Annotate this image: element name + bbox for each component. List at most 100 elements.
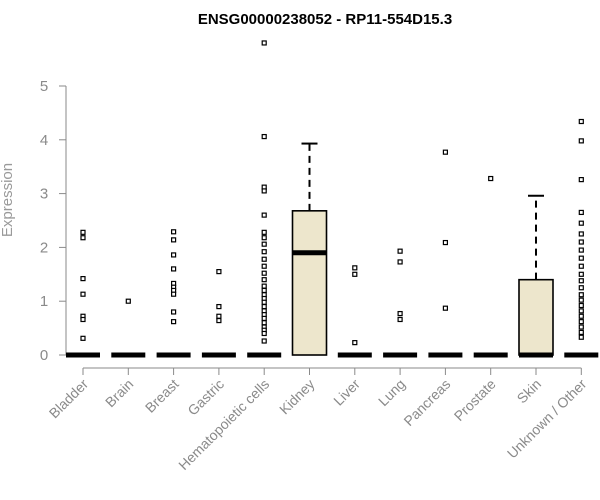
outlier-point [80, 235, 86, 241]
outlier-point [261, 277, 267, 283]
outlier-point [442, 239, 448, 246]
outlier-point [578, 285, 584, 291]
outlier-point [216, 313, 222, 319]
outlier-point [578, 231, 584, 237]
outlier-point [261, 40, 267, 46]
outlier-point [442, 305, 448, 311]
outlier-point [216, 303, 222, 310]
outlier-point [261, 287, 267, 294]
outlier-point [352, 265, 358, 271]
outlier-point [578, 334, 584, 340]
box-group [473, 175, 508, 358]
outlier-point [261, 212, 267, 218]
outlier-point [216, 317, 222, 324]
iqr-box [518, 278, 554, 356]
outlier-point [261, 133, 267, 140]
box-group [66, 229, 100, 358]
outlier-point [80, 291, 86, 297]
box-marks [66, 40, 599, 358]
outlier-point [261, 188, 267, 194]
box-group [518, 194, 554, 358]
outlier-point [171, 266, 177, 272]
outlier-point [261, 320, 267, 326]
outlier-point [397, 310, 403, 317]
outlier-point [261, 315, 267, 322]
box-group [564, 118, 599, 358]
outlier-point [261, 235, 267, 241]
x-tick-label: Liver [330, 376, 363, 409]
box-group [156, 229, 191, 358]
x-tick-label: Gastric [184, 376, 227, 419]
outlier-point [261, 299, 267, 305]
outlier-point [578, 177, 584, 183]
box-group [291, 142, 328, 356]
outlier-point [171, 229, 177, 235]
box-group [383, 248, 418, 358]
x-tick-label: Bladder [46, 376, 92, 422]
outlier-point [80, 276, 86, 282]
outlier-point [578, 292, 584, 298]
y-tick-label: 0 [40, 347, 48, 364]
outlier-point [261, 303, 267, 310]
x-tick-label: Pancreas [400, 376, 453, 429]
outlier-point [578, 302, 584, 309]
outlier-point [261, 338, 267, 344]
outlier-point [578, 263, 584, 269]
outlier-point [171, 291, 177, 297]
outlier-point [488, 175, 494, 182]
outlier-point [397, 259, 403, 265]
outlier-point [578, 138, 584, 144]
outlier-point [261, 330, 267, 337]
outlier-point [397, 248, 403, 254]
y-tick-label: 2 [40, 239, 48, 256]
box-group [428, 149, 463, 358]
box-group [247, 40, 282, 358]
outlier-point [578, 247, 584, 253]
outlier-point [578, 308, 584, 314]
outlier-point [397, 316, 403, 323]
x-tick-label: Lung [375, 376, 408, 409]
outlier-point [578, 319, 584, 325]
outlier-point [261, 283, 267, 289]
outlier-point [80, 335, 86, 341]
y-tick-label: 5 [40, 78, 48, 95]
x-tick-label: Brain [102, 376, 136, 410]
outlier-point [352, 271, 358, 277]
outlier-point [578, 271, 584, 277]
outlier-point [261, 229, 267, 235]
outlier-point [578, 278, 584, 284]
outlier-point [261, 256, 267, 262]
outlier-point [578, 220, 584, 226]
outlier-point [578, 118, 584, 125]
outlier-point [578, 209, 584, 216]
y-tick-label: 4 [40, 132, 48, 149]
iqr-box [291, 210, 328, 356]
outlier-point [578, 255, 584, 261]
y-tick-label: 1 [40, 293, 48, 310]
outlier-point [261, 241, 267, 247]
x-tick-label: Breast [142, 376, 182, 416]
x-tick-label: Prostate [451, 376, 499, 424]
x-tick-label: Kidney [276, 376, 318, 418]
outlier-point [578, 313, 584, 319]
outlier-point [578, 239, 584, 245]
outlier-point [80, 316, 86, 323]
outlier-point [261, 249, 267, 255]
outlier-point [125, 298, 131, 304]
outlier-point [261, 270, 267, 276]
y-axis-label: Expression [0, 163, 16, 237]
x-tick-label: Unknown / Other [504, 376, 590, 462]
outlier-point [578, 297, 584, 303]
outlier-point [442, 149, 448, 155]
outlier-point [171, 237, 177, 243]
outlier-point [578, 329, 584, 336]
outlier-point [578, 324, 584, 330]
outlier-point [352, 340, 358, 346]
outlier-point [216, 269, 222, 275]
outlier-point [80, 229, 86, 235]
outlier-point [171, 252, 177, 258]
outlier-point [261, 263, 267, 269]
box-group [201, 269, 236, 358]
